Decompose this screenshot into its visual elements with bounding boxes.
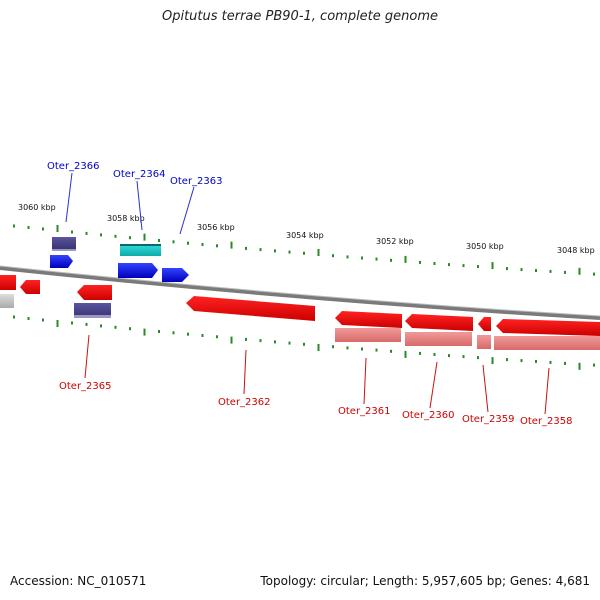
tick-label: 3048 kbp: [557, 246, 595, 255]
gene-feature-oter-2358[interactable]: [494, 319, 600, 350]
gene-feature-oter-2360[interactable]: [405, 314, 473, 346]
gene-feature-oter-2363[interactable]: [162, 268, 189, 282]
tick-label: 3058 kbp: [107, 214, 145, 223]
gene-label-oter-2360[interactable]: Oter_2360: [402, 410, 455, 421]
gene-feature-left-edge[interactable]: [0, 275, 40, 308]
genome-backbone-highlight: [0, 265, 600, 317]
tick-label: 3056 kbp: [197, 223, 235, 232]
tick-label: 3050 kbp: [466, 242, 504, 251]
outer-tick-track: [13, 224, 595, 276]
gene-feature-oter-2362[interactable]: [186, 296, 315, 321]
label-leader-lines: [65, 172, 550, 415]
gene-label-oter-2365[interactable]: Oter_2365: [59, 381, 112, 392]
gene-label-oter-2364[interactable]: Oter_2364: [113, 169, 166, 180]
tick-label: 3060 kbp: [18, 203, 56, 212]
gene-feature-oter-2359[interactable]: [477, 317, 491, 349]
gene-feature-oter-2361[interactable]: [335, 311, 402, 342]
gene-feature-oter-2365[interactable]: [74, 285, 112, 318]
genome-backbone: [0, 266, 600, 320]
gene-feature-oter-2366[interactable]: [50, 237, 76, 268]
gene-label-oter-2362[interactable]: Oter_2362: [218, 397, 271, 408]
gene-label-oter-2366[interactable]: Oter_2366: [47, 161, 100, 172]
tick-label: 3052 kbp: [376, 237, 414, 246]
accession-text: Accession: NC_010571: [10, 574, 147, 588]
gene-label-oter-2358[interactable]: Oter_2358: [520, 416, 573, 427]
gene-feature-oter-2364[interactable]: [118, 244, 161, 278]
tick-label: 3054 kbp: [286, 231, 324, 240]
gene-label-oter-2359[interactable]: Oter_2359: [462, 414, 515, 425]
gene-label-oter-2363[interactable]: Oter_2363: [170, 176, 223, 187]
genome-title: Opitutus terrae PB90-1, complete genome: [161, 9, 439, 24]
topology-text: Topology: circular; Length: 5,957,605 bp…: [260, 574, 590, 588]
inner-tick-track: [13, 315, 595, 370]
gene-label-oter-2361[interactable]: Oter_2361: [338, 406, 391, 417]
